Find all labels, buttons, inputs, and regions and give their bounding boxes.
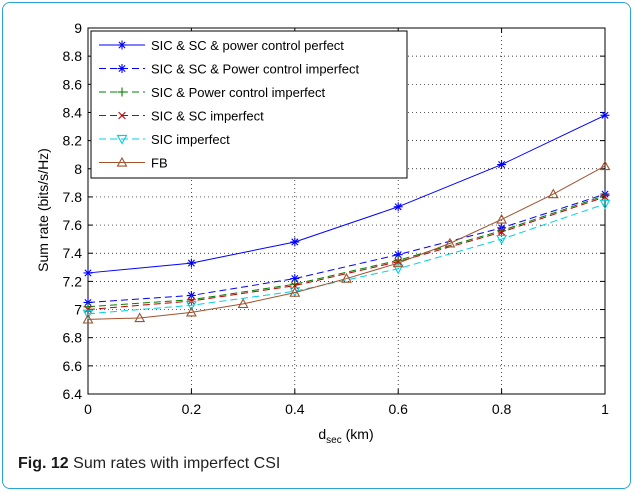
y-tick-label: 7.8 <box>63 189 83 205</box>
series-3-point <box>497 226 507 236</box>
y-tick-label: 8.8 <box>63 48 83 64</box>
series-6-point <box>341 272 352 283</box>
series-5-point <box>82 309 94 320</box>
series-5-point <box>392 264 404 275</box>
y-tick-label: 7.4 <box>63 245 83 261</box>
series-line-3 <box>87 195 606 308</box>
y-tick-label: 6.4 <box>63 386 83 402</box>
series-6-point <box>82 313 94 324</box>
series-3-point <box>186 295 196 305</box>
x-tick-label: 0 <box>84 401 92 417</box>
figure-caption-text: Sum rates with imperfect CSI <box>73 455 281 472</box>
series-3-point <box>600 191 610 201</box>
series-5-point <box>185 301 197 311</box>
x-tick-label: 0.8 <box>492 401 512 417</box>
legend-entry-label: SIC & SC & power control perfect <box>151 38 344 53</box>
legend-swatch-marker <box>117 87 127 97</box>
series-1-point <box>83 268 93 278</box>
series-4-point <box>187 297 196 305</box>
legend-entry-label: SIC & SC & Power control imperfect <box>151 62 359 77</box>
series-4-point <box>601 193 609 201</box>
series-6-point <box>237 298 249 309</box>
series-4-point <box>497 228 506 236</box>
x-axis-label-sub: sec <box>326 435 342 446</box>
series-1-point <box>600 110 610 120</box>
series-6-point <box>444 237 456 248</box>
x-tick-label: 0.4 <box>285 401 305 417</box>
series-5-point <box>496 235 508 245</box>
y-tick-label: 7.6 <box>63 217 83 233</box>
series-6-point <box>185 306 197 317</box>
series-line-1 <box>87 114 606 274</box>
y-tick-label: 9 <box>74 20 82 36</box>
series-6-point <box>599 160 611 171</box>
series-group <box>82 110 611 324</box>
legend-swatch-marker <box>116 134 128 145</box>
series-6-point <box>134 312 146 323</box>
y-tick-label: 6.8 <box>63 330 83 346</box>
legend-swatch-marker <box>116 156 128 167</box>
series-line-2 <box>87 193 606 303</box>
figure-caption: Fig. 12 Sum rates with imperfect CSI <box>18 455 280 473</box>
x-axis-label-main: d <box>318 426 326 442</box>
legend: SIC & SC & power control perfect SIC & SC… <box>90 30 408 179</box>
figure-number: Fig. 12 <box>18 455 69 472</box>
y-tick-label: 6.6 <box>63 358 83 374</box>
series-1-point <box>186 258 196 268</box>
series-6-point <box>496 213 508 224</box>
series-4-point <box>84 305 92 314</box>
series-6-point <box>392 257 404 268</box>
y-axis-label: Sum rate (bits/s/Hz) <box>35 148 51 272</box>
legend-entry-label: SIC & Power control imperfect <box>151 85 326 100</box>
legend-swatch-marker <box>117 40 127 50</box>
y-tick-label: 8.6 <box>63 76 83 92</box>
series-1-point <box>290 237 300 247</box>
x-axis-label-unit: (km) <box>342 426 374 442</box>
y-tick-label: 7.2 <box>63 273 83 289</box>
plot-area <box>87 27 606 395</box>
sum-rate-chart: 0 0.2 0.4 0.6 0.8 1 6.4 6.6 6.8 7 7.2 7.4 7.6 7.8 8 8.2… <box>35 20 611 446</box>
y-tick-label: 8.4 <box>63 104 83 120</box>
series-line-4 <box>87 196 606 311</box>
legend-entry-label: FB <box>151 156 168 171</box>
series-1-point <box>393 202 403 212</box>
x-tick-label: 1 <box>601 401 609 417</box>
legend-swatch-marker <box>117 64 127 73</box>
legend-entry-label: SIC imperfect <box>151 132 230 147</box>
series-2-point <box>290 274 300 284</box>
series-6-point <box>547 188 559 199</box>
series-5-point <box>599 199 611 210</box>
legend-entry-label: SIC & SC imperfect <box>151 109 264 124</box>
x-axis-label: dsec (km) <box>318 426 373 446</box>
axis-ticks: 0 0.2 0.4 0.6 0.8 1 6.4 6.6 6.8 7 7.2 7.4 7.6 7.8 8 8.2… <box>63 20 610 417</box>
y-tick-label: 7 <box>74 302 82 318</box>
x-tick-label: 0.6 <box>388 401 408 417</box>
legend-box <box>90 30 408 179</box>
y-tick-label: 8 <box>74 161 82 177</box>
series-6-point <box>289 287 301 297</box>
series-1-point <box>497 160 507 170</box>
series-line-6 <box>87 165 606 320</box>
legend-swatch-marker <box>118 111 126 120</box>
x-tick-label: 0.2 <box>182 401 202 417</box>
y-tick-label: 8.2 <box>63 133 83 149</box>
